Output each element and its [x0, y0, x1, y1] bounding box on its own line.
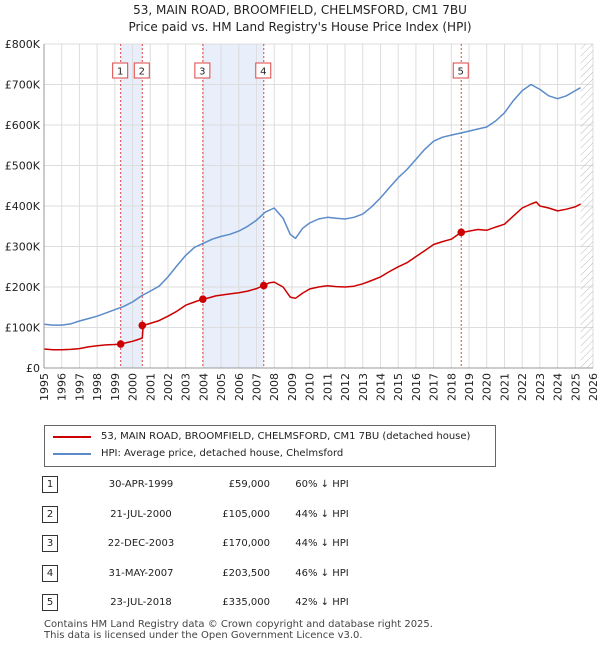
hpi-line — [43, 83, 581, 326]
x-tick-label: 2023 — [534, 373, 547, 401]
sale-date: 30-APR-1999 — [108, 479, 174, 491]
sales-row: 5 23-JUL-2018 £335,000 42% ↓ HPI — [42, 588, 374, 618]
x-tick-label: 2002 — [162, 373, 175, 401]
forecast-hatch-region — [580, 44, 593, 368]
x-tick-label: 2016 — [410, 373, 423, 401]
legend-label-property: 53, MAIN ROAD, BROOMFIELD, CHELMSFORD, C… — [101, 431, 471, 442]
y-tick-label: £300K — [5, 241, 41, 254]
chart-subtitle: Price paid vs. HM Land Registry's House … — [128, 20, 472, 34]
footer-licence: This data is licensed under the Open Gov… — [44, 630, 363, 641]
sale-price: £335,000 — [222, 597, 270, 609]
sales-row: 1 30-APR-1999 £59,000 60% ↓ HPI — [42, 470, 374, 500]
property-price-line — [43, 201, 581, 351]
footer-copyright: Contains HM Land Registry data © Crown c… — [44, 619, 433, 630]
sale-number-badge: 2 — [42, 505, 58, 523]
chart-title: 53, MAIN ROAD, BROOMFIELD, CHELMSFORD, C… — [0, 2, 600, 36]
sale-label-text: 5 — [458, 67, 464, 78]
sale-hpi-diff: 44% ↓ HPI — [295, 538, 349, 550]
sale-price: £105,000 — [222, 508, 270, 520]
sales-row: 4 31-MAY-2007 £203,500 46% ↓ HPI — [42, 559, 374, 589]
legend-swatch-property — [53, 436, 91, 438]
x-tick-label: 2024 — [552, 373, 565, 401]
sale-label-box — [194, 62, 211, 79]
x-tick-label: 2013 — [357, 373, 370, 401]
sale-price: £170,000 — [222, 538, 270, 550]
x-tick-label: 2008 — [268, 373, 281, 401]
sale-label-box — [255, 62, 272, 79]
footer-attribution: Contains HM Land Registry data © Crown c… — [44, 619, 433, 641]
y-tick-label: £200K — [5, 281, 41, 294]
x-tick-label: 2007 — [251, 373, 264, 401]
sale-price: £203,500 — [222, 567, 270, 579]
x-tick-label: 1996 — [56, 373, 69, 401]
sale-label-box — [133, 62, 150, 79]
x-tick-label: 2014 — [374, 373, 387, 401]
chart-title-line: 53, MAIN ROAD, BROOMFIELD, CHELMSFORD, C… — [133, 3, 467, 17]
x-tick-label: 1995 — [38, 373, 51, 401]
sales-table: 1 30-APR-1999 £59,000 60% ↓ HPI 2 21-JUL… — [42, 470, 374, 618]
sale-date: 22-DEC-2003 — [107, 538, 175, 550]
sale-point — [138, 321, 147, 330]
sale-label-text: 1 — [117, 67, 123, 78]
sale-hpi-diff: 42% ↓ HPI — [295, 597, 349, 609]
sale-price: £59,000 — [228, 479, 270, 491]
x-tick-label: 2021 — [498, 373, 511, 401]
sale-date: 21-JUL-2000 — [110, 508, 172, 520]
x-tick-label: 2015 — [392, 373, 405, 401]
sale-label-box — [452, 62, 469, 79]
sale-number-badge: 5 — [42, 594, 58, 612]
x-tick-label: 2009 — [286, 373, 299, 401]
sale-point — [199, 295, 207, 303]
legend-label-hpi: HPI: Average price, detached house, Chel… — [101, 448, 344, 459]
x-tick-label: 1999 — [109, 373, 122, 401]
x-tick-label: 2018 — [445, 373, 458, 401]
sale-hpi-diff: 60% ↓ HPI — [295, 479, 349, 491]
x-tick-label: 2017 — [428, 373, 441, 401]
x-tick-label: 2010 — [304, 373, 317, 401]
sale-date: 31-MAY-2007 — [108, 567, 174, 579]
sale-point — [457, 228, 466, 237]
x-tick-label: 2003 — [180, 373, 193, 401]
price-chart: 1 2 3 4 5 £0 £100K £200K £300K £400K £500K £600K £7… — [5, 38, 600, 401]
y-tick-label: £100K — [5, 322, 41, 335]
sale-hpi-diff: 46% ↓ HPI — [295, 567, 349, 579]
sale-number-badge: 3 — [42, 535, 58, 553]
sale-number-badge: 4 — [42, 564, 58, 582]
sale-label-text: 2 — [139, 67, 145, 78]
sale-point — [116, 340, 125, 348]
x-tick-label: 2000 — [127, 373, 140, 401]
x-tick-label: 2020 — [481, 373, 494, 401]
x-tick-label: 2001 — [144, 373, 157, 401]
legend: 53, MAIN ROAD, BROOMFIELD, CHELMSFORD, C… — [44, 425, 496, 467]
y-tick-label: £700K — [5, 79, 41, 92]
sale-number-badge: 1 — [42, 476, 58, 494]
legend-swatch-hpi — [53, 453, 91, 455]
y-tick-label: £400K — [5, 200, 41, 213]
x-tick-label: 2011 — [321, 373, 334, 401]
sale-label-text: 4 — [260, 67, 266, 78]
sale-hpi-diff: 44% ↓ HPI — [295, 508, 349, 520]
x-tick-label: 2004 — [197, 373, 210, 401]
x-tick-label: 2026 — [587, 373, 600, 401]
x-tick-label: 2005 — [215, 373, 228, 401]
x-tick-label: 1998 — [91, 373, 104, 401]
x-tick-label: 1997 — [73, 373, 86, 401]
x-tick-label: 2022 — [516, 373, 529, 401]
y-tick-label: £0 — [26, 362, 40, 375]
x-tick-label: 2006 — [233, 373, 246, 401]
x-tick-label: 2025 — [569, 373, 582, 401]
sale-date: 23-JUL-2018 — [110, 597, 172, 609]
x-tick-label: 2012 — [339, 373, 352, 401]
y-tick-label: £600K — [5, 119, 41, 132]
sales-row: 3 22-DEC-2003 £170,000 44% ↓ HPI — [42, 529, 374, 559]
sale-label-text: 3 — [199, 67, 205, 78]
y-tick-label: £800K — [5, 38, 41, 51]
sales-row: 2 21-JUL-2000 £105,000 44% ↓ HPI — [42, 500, 374, 530]
y-tick-label: £500K — [5, 160, 41, 173]
sale-label-box — [112, 62, 129, 79]
x-tick-label: 2019 — [463, 373, 476, 401]
sale-point — [259, 281, 268, 290]
